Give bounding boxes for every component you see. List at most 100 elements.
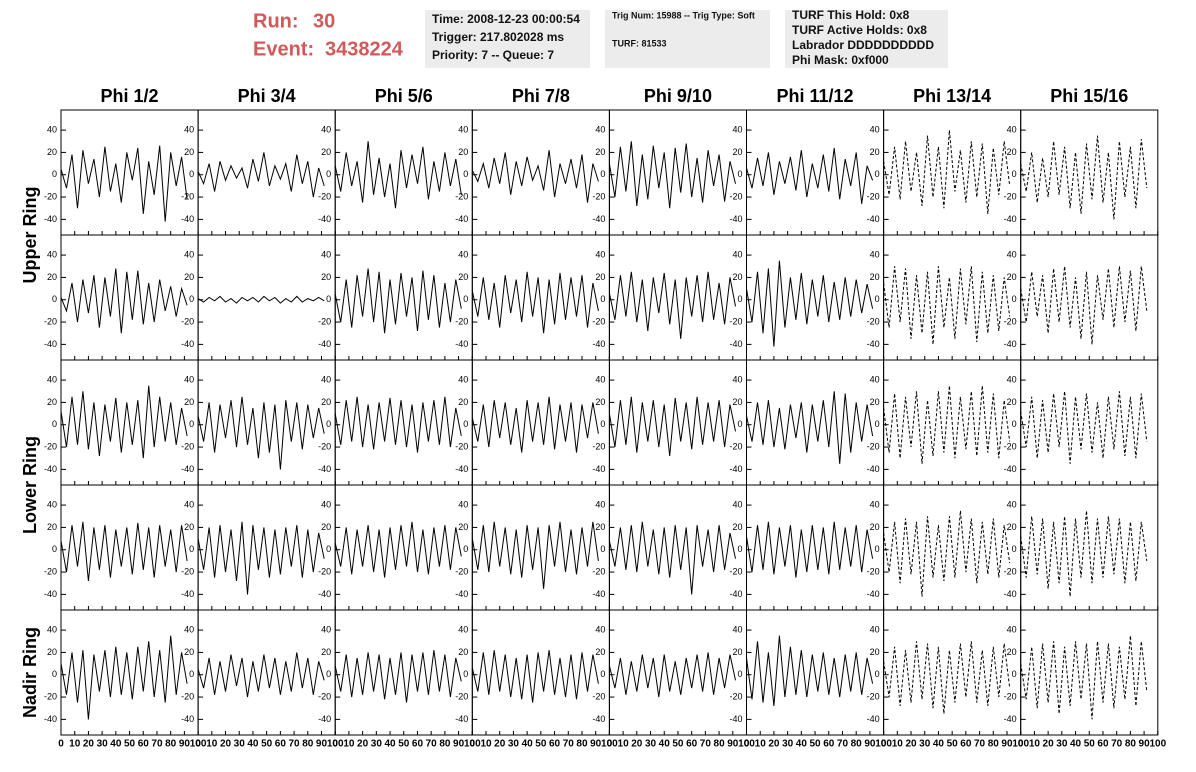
x-tick-label: 100 — [601, 739, 618, 750]
waveform — [746, 391, 874, 464]
y-tick-label: -40 — [318, 339, 331, 349]
waveform — [883, 130, 1011, 214]
x-tick-label: 20 — [631, 739, 643, 750]
column-title: Phi 13/14 — [913, 86, 991, 106]
x-tick-label: 60 — [1097, 739, 1109, 750]
column-title: Phi 3/4 — [238, 86, 296, 106]
x-tick-label: 60 — [823, 739, 835, 750]
y-tick-label: -20 — [592, 441, 605, 451]
x-tick-label: 20 — [357, 739, 369, 750]
x-tick-label: 0 — [744, 739, 750, 750]
info-line: TURF This Hold: 0x8 — [792, 8, 910, 22]
y-tick-label: -20 — [867, 691, 880, 701]
y-tick-label: -40 — [1004, 714, 1017, 724]
y-tick-label: 20 — [1007, 147, 1017, 157]
y-tick-label: 0 — [189, 169, 194, 179]
x-tick-label: 90 — [453, 739, 465, 750]
x-tick-label: 40 — [522, 739, 534, 750]
y-tick-label: 0 — [1012, 169, 1017, 179]
x-tick-label: 40 — [247, 739, 259, 750]
y-tick-label: -40 — [44, 214, 57, 224]
waveform — [60, 385, 188, 459]
y-tick-label: 20 — [732, 397, 742, 407]
info-box — [425, 10, 590, 68]
x-tick-label: 20 — [220, 739, 232, 750]
y-tick-label: 0 — [52, 544, 57, 554]
y-tick-label: 40 — [1007, 624, 1017, 634]
y-tick-label: 40 — [321, 124, 331, 134]
y-tick-label: -40 — [181, 464, 194, 474]
x-tick-label: 80 — [439, 739, 451, 750]
y-tick-label: 0 — [326, 419, 331, 429]
waveform — [608, 141, 736, 209]
x-tick-label: 90 — [864, 739, 876, 750]
y-tick-label: 40 — [321, 249, 331, 259]
y-tick-label: -20 — [318, 566, 331, 576]
y-tick-label: 0 — [600, 169, 605, 179]
x-tick-label: 30 — [234, 739, 246, 750]
x-tick-label: 70 — [1111, 739, 1123, 750]
waveform — [883, 510, 1011, 597]
x-tick-label: 80 — [851, 739, 863, 750]
y-tick-label: 40 — [595, 249, 605, 259]
y-tick-label: 20 — [47, 272, 57, 282]
y-tick-label: 20 — [458, 647, 468, 657]
y-tick-label: -40 — [44, 589, 57, 599]
x-tick-label: 20 — [83, 739, 95, 750]
y-tick-label: 20 — [458, 147, 468, 157]
y-tick-label: -20 — [1004, 441, 1017, 451]
y-tick-label: 40 — [47, 249, 57, 259]
y-tick-label: 40 — [321, 624, 331, 634]
waveform — [1020, 510, 1148, 597]
x-tick-label: 30 — [1056, 739, 1068, 750]
panel-frame — [197, 109, 336, 236]
panel-frame — [1020, 109, 1159, 236]
y-tick-label: -20 — [44, 191, 57, 201]
y-tick-label: 20 — [458, 397, 468, 407]
y-tick-label: 0 — [737, 169, 742, 179]
y-tick-label: 0 — [600, 419, 605, 429]
y-tick-label: 40 — [870, 124, 880, 134]
waveform — [334, 141, 462, 209]
y-tick-label: 40 — [595, 624, 605, 634]
info-line: Trig Num: 15988 -- Trig Type: Soft — [612, 10, 755, 20]
y-tick-label: -40 — [1004, 589, 1017, 599]
event-label: Event: — [253, 38, 314, 60]
x-tick-label: 30 — [919, 739, 931, 750]
y-tick-label: 0 — [737, 544, 742, 554]
y-tick-label: -40 — [729, 214, 742, 224]
y-tick-label: 40 — [1007, 374, 1017, 384]
x-tick-label: 10 — [206, 739, 218, 750]
x-tick-label: 100 — [738, 739, 755, 750]
y-tick-label: 0 — [189, 419, 194, 429]
x-tick-label: 10 — [1029, 739, 1041, 750]
y-tick-label: 40 — [458, 499, 468, 509]
x-tick-label: 0 — [470, 739, 476, 750]
waveform — [60, 521, 188, 582]
y-tick-label: 0 — [737, 669, 742, 679]
y-tick-label: 40 — [47, 499, 57, 509]
waveform — [746, 521, 874, 578]
waveform — [471, 521, 599, 589]
panel-frame — [334, 609, 473, 736]
y-tick-label: -20 — [867, 566, 880, 576]
x-tick-label: 60 — [960, 739, 972, 750]
waveform — [883, 641, 1011, 714]
y-tick-label: 20 — [321, 647, 331, 657]
y-tick-label: 0 — [875, 544, 880, 554]
waveform — [197, 295, 325, 304]
y-tick-label: -40 — [867, 589, 880, 599]
y-tick-label: -40 — [729, 714, 742, 724]
x-tick-label: 40 — [796, 739, 808, 750]
y-tick-label: -20 — [867, 191, 880, 201]
panel-frame — [471, 109, 610, 236]
y-tick-label: -40 — [729, 589, 742, 599]
x-tick-label: 20 — [905, 739, 917, 750]
y-tick-label: -40 — [318, 714, 331, 724]
waveform — [197, 521, 325, 595]
y-tick-label: 20 — [184, 147, 194, 157]
column-title: Phi 9/10 — [644, 86, 712, 106]
y-tick-label: 0 — [52, 169, 57, 179]
y-tick-label: 20 — [321, 397, 331, 407]
info-box — [785, 10, 948, 68]
